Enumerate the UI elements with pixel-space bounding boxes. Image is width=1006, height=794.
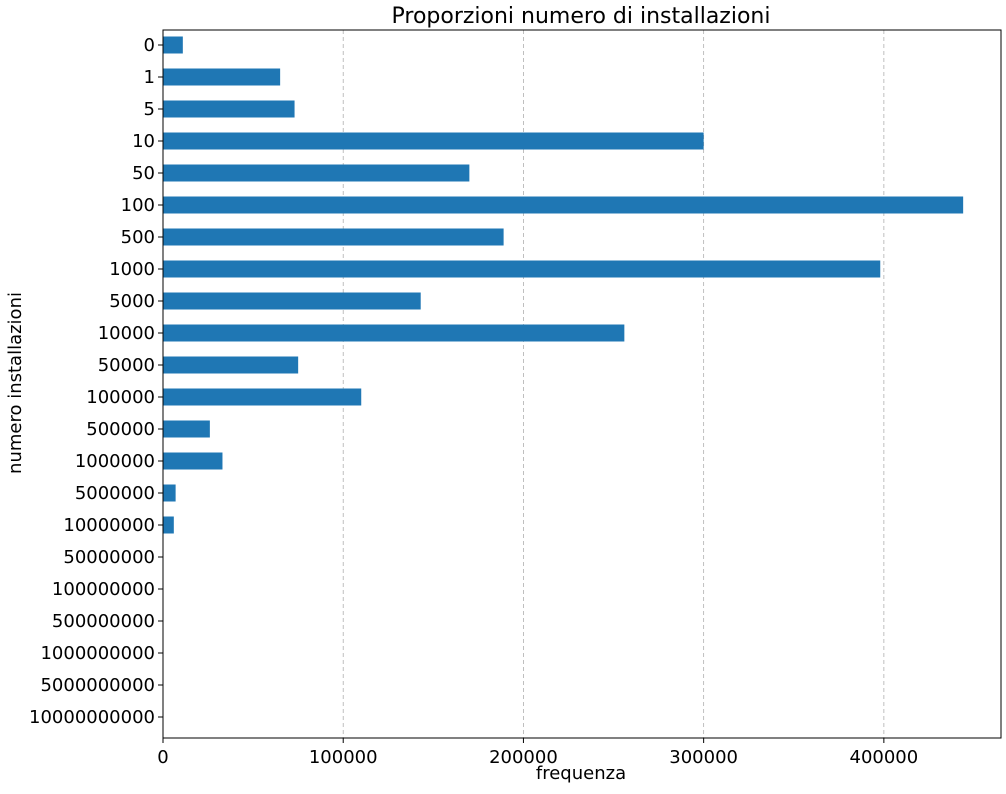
y-tick-label: 100	[121, 195, 155, 216]
y-axis-title: numero installazioni	[5, 292, 26, 474]
y-tick-label: 10000	[98, 323, 155, 344]
bar	[163, 196, 964, 214]
bar	[163, 68, 281, 86]
bar	[163, 164, 470, 182]
bars	[163, 36, 964, 534]
y-tick-label: 1000000000	[40, 643, 155, 664]
bar	[163, 36, 183, 54]
x-tick-label: 200000	[489, 747, 558, 768]
y-tick-label: 100000000	[52, 579, 155, 600]
y-tick-label: 5000000	[75, 483, 155, 504]
y-tick-label: 10000000000	[29, 707, 155, 728]
x-tick-label: 0	[157, 747, 168, 768]
y-tick-label: 1	[144, 67, 155, 88]
y-tick-label: 10	[132, 131, 155, 152]
bar	[163, 388, 362, 406]
y-tick-label: 0	[144, 35, 155, 56]
x-axis-title: frequenza	[536, 763, 626, 784]
bar	[163, 324, 625, 342]
y-tick-label: 50000	[98, 355, 155, 376]
bar	[163, 100, 295, 118]
axes	[158, 29, 1002, 743]
x-tick-label: 400000	[850, 747, 919, 768]
y-tick-label: 1000000	[75, 451, 155, 472]
bar	[163, 260, 881, 278]
y-tick-label: 5	[144, 99, 155, 120]
y-tick-label: 5000000000	[40, 675, 155, 696]
y-tick-label: 500	[121, 227, 155, 248]
chart-title: Proporzioni numero di installazioni	[392, 4, 771, 29]
bar	[163, 420, 210, 438]
y-tick-label: 500000	[86, 419, 155, 440]
bar	[163, 132, 704, 150]
bar	[163, 484, 176, 502]
y-tick-label: 100000	[86, 387, 155, 408]
y-tick-label: 50000000	[63, 547, 155, 568]
y-tick-label: 50	[132, 163, 155, 184]
y-tick-label: 1000	[109, 259, 155, 280]
y-tick-label: 500000000	[52, 611, 155, 632]
y-tick-label: 10000000	[63, 515, 155, 536]
bar	[163, 228, 504, 246]
y-tick-label: 5000	[109, 291, 155, 312]
bar	[163, 452, 223, 470]
bar	[163, 356, 299, 374]
x-tick-label: 100000	[309, 747, 378, 768]
tick-labels: 0 1 5 10 50 100 500 1000 5000 10000 50000 100000 500…	[29, 35, 918, 768]
x-tick-label: 300000	[669, 747, 738, 768]
plot-frame	[162, 29, 1002, 739]
bar	[163, 516, 174, 534]
bar	[163, 292, 421, 310]
